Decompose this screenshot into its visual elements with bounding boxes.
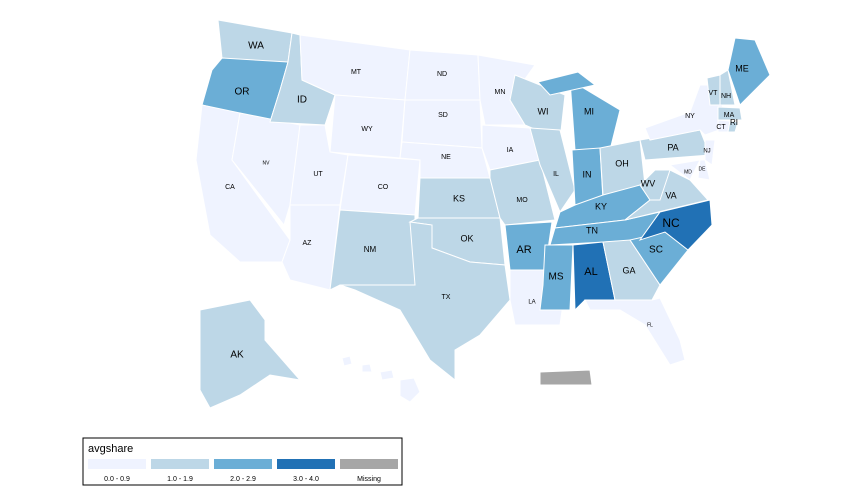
legend-title: avgshare (88, 443, 133, 455)
state-label: IA (507, 147, 514, 154)
state (399, 377, 421, 403)
state (727, 37, 771, 106)
state (704, 139, 716, 166)
state-label: AK (230, 350, 244, 361)
state-label: NM (364, 245, 377, 254)
legend-label: 1.0 - 1.9 (167, 476, 193, 483)
state-label: NJ (703, 149, 710, 155)
state-label: OR (235, 87, 250, 98)
state-label: ND (437, 71, 447, 78)
legend-label: 0.0 - 0.9 (104, 476, 130, 483)
states (195, 19, 771, 409)
state-label: ID (297, 95, 307, 106)
state (341, 355, 353, 367)
state-label: CA (225, 184, 235, 191)
state-label: MA (724, 112, 735, 119)
state-label: SC (649, 245, 663, 256)
state-label: LA (528, 300, 535, 306)
state-label: DE (699, 166, 707, 172)
state (537, 71, 597, 96)
state-label: NC (662, 216, 680, 230)
state-label: WV (641, 178, 656, 188)
state-label: MS (549, 272, 564, 283)
state-label: AZ (303, 240, 313, 247)
state-label: KS (453, 193, 465, 203)
state (727, 120, 739, 133)
state (584, 297, 686, 366)
state-label: WA (248, 41, 264, 52)
state-labels: WA OR CA NV ID MT WY UT AZ CO NM ND SD NE KS OK TX MN IA MO… (225, 41, 749, 361)
state-label: NV (263, 160, 271, 166)
legend-swatch (88, 459, 146, 469)
state (602, 239, 661, 301)
legend-swatch (340, 459, 398, 469)
state-label: MT (351, 69, 362, 76)
state-label: NE (441, 154, 451, 161)
state-label: VA (665, 190, 676, 200)
state-label: IN (583, 169, 592, 179)
state (624, 169, 709, 221)
state-label: VT (709, 90, 719, 97)
state-label: NH (721, 93, 731, 100)
legend-swatch (151, 459, 209, 469)
state-label: WY (361, 126, 373, 133)
state-label: UT (313, 171, 323, 178)
state (339, 221, 511, 382)
legend: avgshare 0.0 - 0.9 1.0 - 1.9 2.0 - 2.9 3.0 … (82, 437, 403, 486)
state-label: CO (378, 184, 389, 191)
state-label: MO (516, 197, 528, 204)
state-label: MI (584, 106, 594, 116)
state-label: ME (735, 63, 749, 73)
state-label: SD (438, 112, 448, 119)
state-label: GA (622, 265, 635, 275)
state-label: TX (442, 294, 451, 301)
state (697, 159, 711, 181)
state (717, 106, 743, 121)
state-label: NY (685, 113, 695, 120)
state (668, 159, 701, 181)
state-label: WI (538, 106, 549, 116)
state-label: IL (553, 171, 559, 178)
state-label: TN (586, 225, 598, 235)
state-label: FL (647, 322, 653, 328)
state (281, 204, 341, 291)
legend-swatch (214, 459, 272, 469)
state-label: MN (495, 89, 506, 96)
state-label: AL (584, 266, 597, 278)
state (639, 169, 671, 201)
legend-label: 2.0 - 2.9 (230, 476, 256, 483)
state-label: MD (684, 169, 692, 175)
legend-label: Missing (357, 476, 381, 483)
state (569, 79, 621, 151)
state (539, 369, 593, 386)
state-label: OH (615, 158, 629, 168)
legend-swatch (277, 459, 335, 469)
state (539, 244, 574, 311)
state (379, 369, 395, 381)
state-label: RI (730, 118, 738, 127)
state-label: AR (516, 244, 531, 256)
state-label: PA (667, 142, 678, 152)
state (719, 69, 736, 106)
state-label: OK (460, 233, 473, 243)
state (199, 299, 302, 409)
state-label: CT (716, 124, 726, 131)
state (529, 127, 576, 214)
state-label: KY (595, 201, 607, 211)
state (401, 99, 483, 149)
legend-label: 3.0 - 4.0 (293, 476, 319, 483)
state (361, 363, 373, 373)
